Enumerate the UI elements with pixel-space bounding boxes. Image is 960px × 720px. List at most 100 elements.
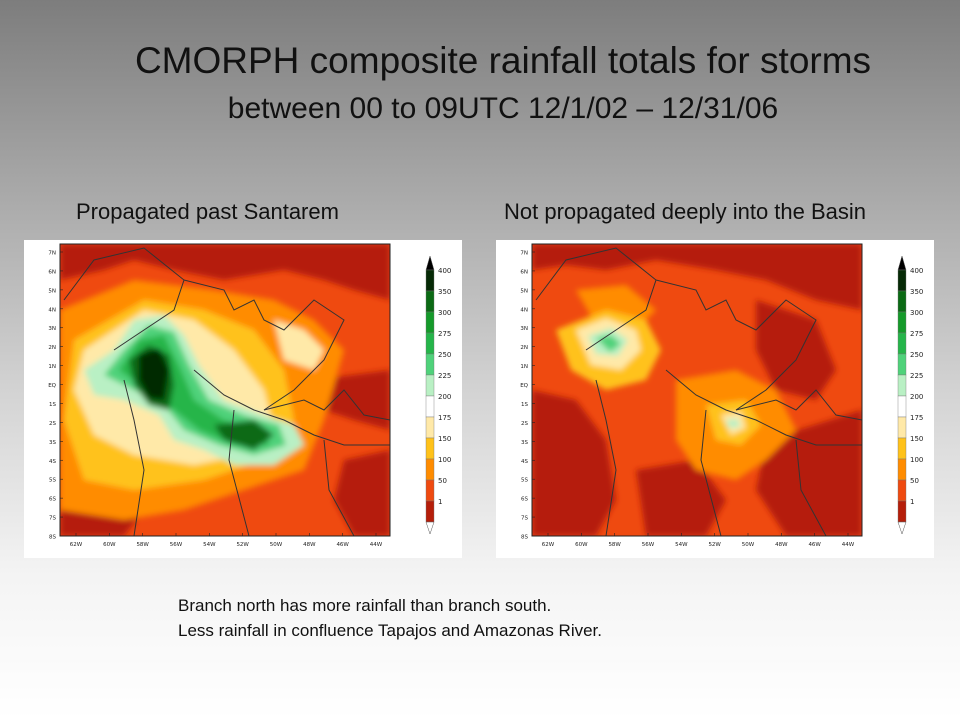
colorbar-swatch	[425, 437, 435, 460]
lat-tick-label: 6N	[48, 269, 56, 275]
lat-tick-label: 1S	[49, 402, 56, 408]
right-rainfall-map-panel: 7N 6N 5N 4N 3N 2N 1N EQ 1S 2S 3S 4S 5S 6S 7S 8S 62W 60W 5…	[496, 240, 934, 558]
lon-tick-label: 60W	[103, 542, 116, 548]
lat-tick-label: 7N	[48, 251, 56, 257]
note-line-2: Less rainfall in confluence Tapajos and …	[178, 621, 602, 640]
lon-tick-label: 48W	[775, 542, 788, 548]
lat-tick-label: 5S	[521, 478, 528, 484]
lat-tick-label: 4N	[48, 307, 56, 313]
colorbar-swatch	[425, 374, 435, 397]
lon-tick-label: 56W	[170, 542, 183, 548]
colorbar-level-label: 400	[910, 267, 923, 275]
colorbar-swatch	[425, 269, 435, 292]
colorbar-swatch	[897, 479, 907, 502]
lon-tick-label: 52W	[236, 542, 249, 548]
lon-tick-label: 62W	[542, 542, 555, 548]
colorbar-swatch	[425, 479, 435, 502]
colorbar-level-label: 300	[910, 309, 923, 317]
slide-subtitle: between 00 to 09UTC 12/1/02 – 12/31/06	[227, 92, 779, 125]
left-rainfall-map: 7N 6N 5N 4N 3N 2N 1N EQ 1S 2S 3S 4S 5S 6S 7S 8S 62W 60W 5…	[48, 243, 451, 548]
lat-tick-label: 3S	[49, 440, 56, 446]
left-map-field	[60, 244, 390, 536]
lat-tick-label: 2S	[49, 421, 56, 427]
left-map-lat-axis: 7N 6N 5N 4N 3N 2N 1N EQ 1S 2S 3S 4S 5S 6S 7S 8S	[48, 251, 63, 541]
right-map-caption: Not propagated deeply into the Basin	[504, 199, 867, 224]
colorbar-swatch	[897, 332, 907, 355]
lat-tick-label: 6N	[520, 269, 528, 275]
colorbar-level-label: 100	[438, 456, 451, 464]
lat-tick-label: 4S	[521, 459, 528, 465]
colorbar-level-label: 150	[438, 435, 451, 443]
colorbar-level-label: 300	[438, 309, 451, 317]
left-map-caption: Propagated past Santarem	[76, 199, 339, 224]
lon-tick-label: 54W	[675, 542, 688, 548]
left-rainfall-map-panel: 7N 6N 5N 4N 3N 2N 1N EQ 1S 2S 3S 4S 5S 6S 7S 8S 62W 60W 5…	[24, 240, 462, 558]
colorbar-swatch	[425, 500, 435, 523]
colorbar-level-label: 275	[438, 330, 451, 338]
lat-tick-label: 1S	[521, 402, 528, 408]
colorbar-swatch	[897, 395, 907, 418]
colorbar-level-label: 275	[910, 330, 923, 338]
lon-tick-label: 48W	[303, 542, 316, 548]
lon-tick-label: 44W	[370, 542, 383, 548]
colorbar-level-label: 175	[910, 414, 923, 422]
colorbar-level-label: 350	[438, 288, 451, 296]
lat-tick-label: 2N	[48, 345, 56, 351]
lat-tick-label: 4N	[520, 307, 528, 313]
lat-tick-label: 3N	[48, 326, 56, 332]
lat-tick-label: 2S	[521, 421, 528, 427]
note-line-1: Branch north has more rainfall than bran…	[178, 596, 552, 615]
lat-tick-label: 8S	[49, 535, 56, 541]
colorbar-swatch	[897, 458, 907, 481]
colorbar-level-label: 225	[910, 372, 923, 380]
lon-tick-label: 44W	[842, 542, 855, 548]
lon-tick-label: 56W	[642, 542, 655, 548]
colorbar-swatch	[425, 290, 435, 313]
colorbar-swatch	[897, 416, 907, 439]
lat-tick-label: 7N	[520, 251, 528, 257]
right-map-lon-axis: 62W 60W 58W 56W 54W 52W 50W 48W 46W 44W	[542, 533, 855, 548]
colorbar-swatch	[425, 353, 435, 376]
colorbar-level-label: 400	[438, 267, 451, 275]
colorbar-top-arrow	[897, 255, 907, 271]
colorbar-swatch	[897, 353, 907, 376]
lon-tick-label: 58W	[136, 542, 149, 548]
left-map-lon-axis: 62W 60W 58W 56W 54W 52W 50W 48W 46W 44W	[70, 533, 383, 548]
colorbar-level-label: 225	[438, 372, 451, 380]
colorbar-swatch	[425, 395, 435, 418]
right-map-lat-axis: 7N 6N 5N 4N 3N 2N 1N EQ 1S 2S 3S 4S 5S 6S 7S 8S	[520, 251, 535, 541]
colorbar-level-label: 350	[910, 288, 923, 296]
colorbar-level-label: 1	[438, 498, 442, 506]
colorbar-level-label: 50	[910, 477, 919, 485]
lat-tick-label: 3N	[520, 326, 528, 332]
lon-tick-label: 46W	[336, 542, 349, 548]
lat-tick-label: 3S	[521, 440, 528, 446]
colorbar-level-label: 175	[438, 414, 451, 422]
lon-tick-label: 52W	[708, 542, 721, 548]
lat-tick-label: EQ	[520, 383, 528, 389]
right-map-colorbar: 400 350 300 275 250 225 200 175 150 100 50 1	[897, 255, 923, 535]
colorbar-bottom-arrow	[425, 521, 435, 535]
colorbar-level-label: 200	[438, 393, 451, 401]
colorbar-swatch	[897, 500, 907, 523]
lon-tick-label: 60W	[575, 542, 588, 548]
colorbar-swatch	[897, 374, 907, 397]
slide-title: CMORPH composite rainfall totals for sto…	[134, 40, 872, 81]
left-map-frame	[59, 243, 391, 537]
lat-tick-label: 7S	[521, 516, 528, 522]
colorbar-level-label: 200	[910, 393, 923, 401]
lon-tick-label: 62W	[70, 542, 83, 548]
left-map-colorbar: 400 350 300 275 250 225 200 175 150 100 50 1	[425, 255, 451, 535]
lat-tick-label: 6S	[49, 497, 56, 503]
colorbar-level-label: 250	[910, 351, 923, 359]
lat-tick-label: EQ	[48, 383, 56, 389]
lat-tick-label: 5N	[520, 288, 528, 294]
colorbar-level-label: 150	[910, 435, 923, 443]
colorbar-swatch	[897, 437, 907, 460]
lon-tick-label: 46W	[808, 542, 821, 548]
slide-notes: Branch north has more rainfall than bran…	[178, 593, 602, 643]
colorbar-level-label: 50	[438, 477, 447, 485]
colorbar-swatch	[897, 311, 907, 334]
lat-tick-label: 2N	[520, 345, 528, 351]
lon-tick-label: 58W	[608, 542, 621, 548]
